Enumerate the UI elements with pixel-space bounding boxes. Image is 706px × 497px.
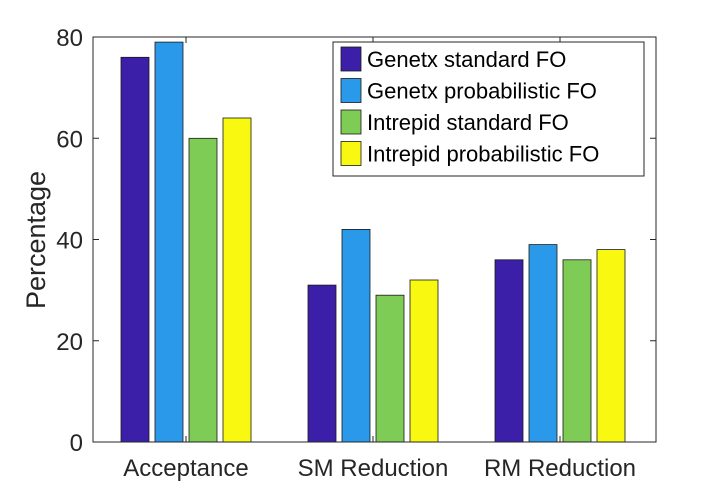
bar-sm-reduction-series-2 — [341, 228, 371, 443]
legend-swatch — [340, 78, 362, 103]
x-axis-ticks: Acceptance SM Reduction RM Reduction — [123, 37, 636, 482]
y-tick-label: 40 — [56, 228, 83, 255]
x-tick-label: SM Reduction — [298, 455, 449, 482]
bar-sm-reduction-series-3 — [375, 294, 405, 443]
legend-swatch — [340, 109, 362, 135]
bar-sm-reduction-series-4 — [409, 279, 439, 443]
bar-rm-reduction-series-4 — [596, 249, 626, 443]
y-tick-label: 60 — [56, 126, 83, 153]
legend-swatch — [340, 46, 362, 72]
legend-box — [332, 41, 645, 177]
x-tick-label: Acceptance — [123, 455, 248, 482]
legend-label: Intrepid probabilistic FO — [367, 142, 599, 167]
y-tick-label: 0 — [70, 430, 83, 457]
legend-swatch — [340, 141, 362, 166]
bars-layer — [120, 41, 626, 443]
legend-label: Intrepid standard FO — [367, 110, 569, 135]
bar-rm-reduction-series-1 — [494, 259, 524, 443]
legend-label: Genetx standard FO — [367, 47, 566, 72]
bar-acceptance-series-2 — [154, 41, 184, 443]
bar-acceptance-series-4 — [222, 117, 252, 443]
y-tick-label: 80 — [56, 25, 83, 52]
bar-sm-reduction-series-1 — [307, 284, 337, 443]
bar-acceptance-series-1 — [120, 56, 150, 443]
y-tick-label: 20 — [56, 329, 83, 356]
legend-label: Genetx probabilistic FO — [367, 79, 597, 104]
x-tick-label: RM Reduction — [484, 455, 636, 482]
y-axis-ticks: 0 20 40 60 80 — [56, 25, 656, 457]
y-axis-label: Percentage — [21, 171, 51, 309]
bar-rm-reduction-series-3 — [562, 259, 592, 443]
bar-rm-reduction-series-2 — [528, 244, 558, 443]
legend: Genetx standard FO Genetx probabilistic F… — [332, 41, 645, 177]
bar-acceptance-series-3 — [188, 137, 218, 443]
